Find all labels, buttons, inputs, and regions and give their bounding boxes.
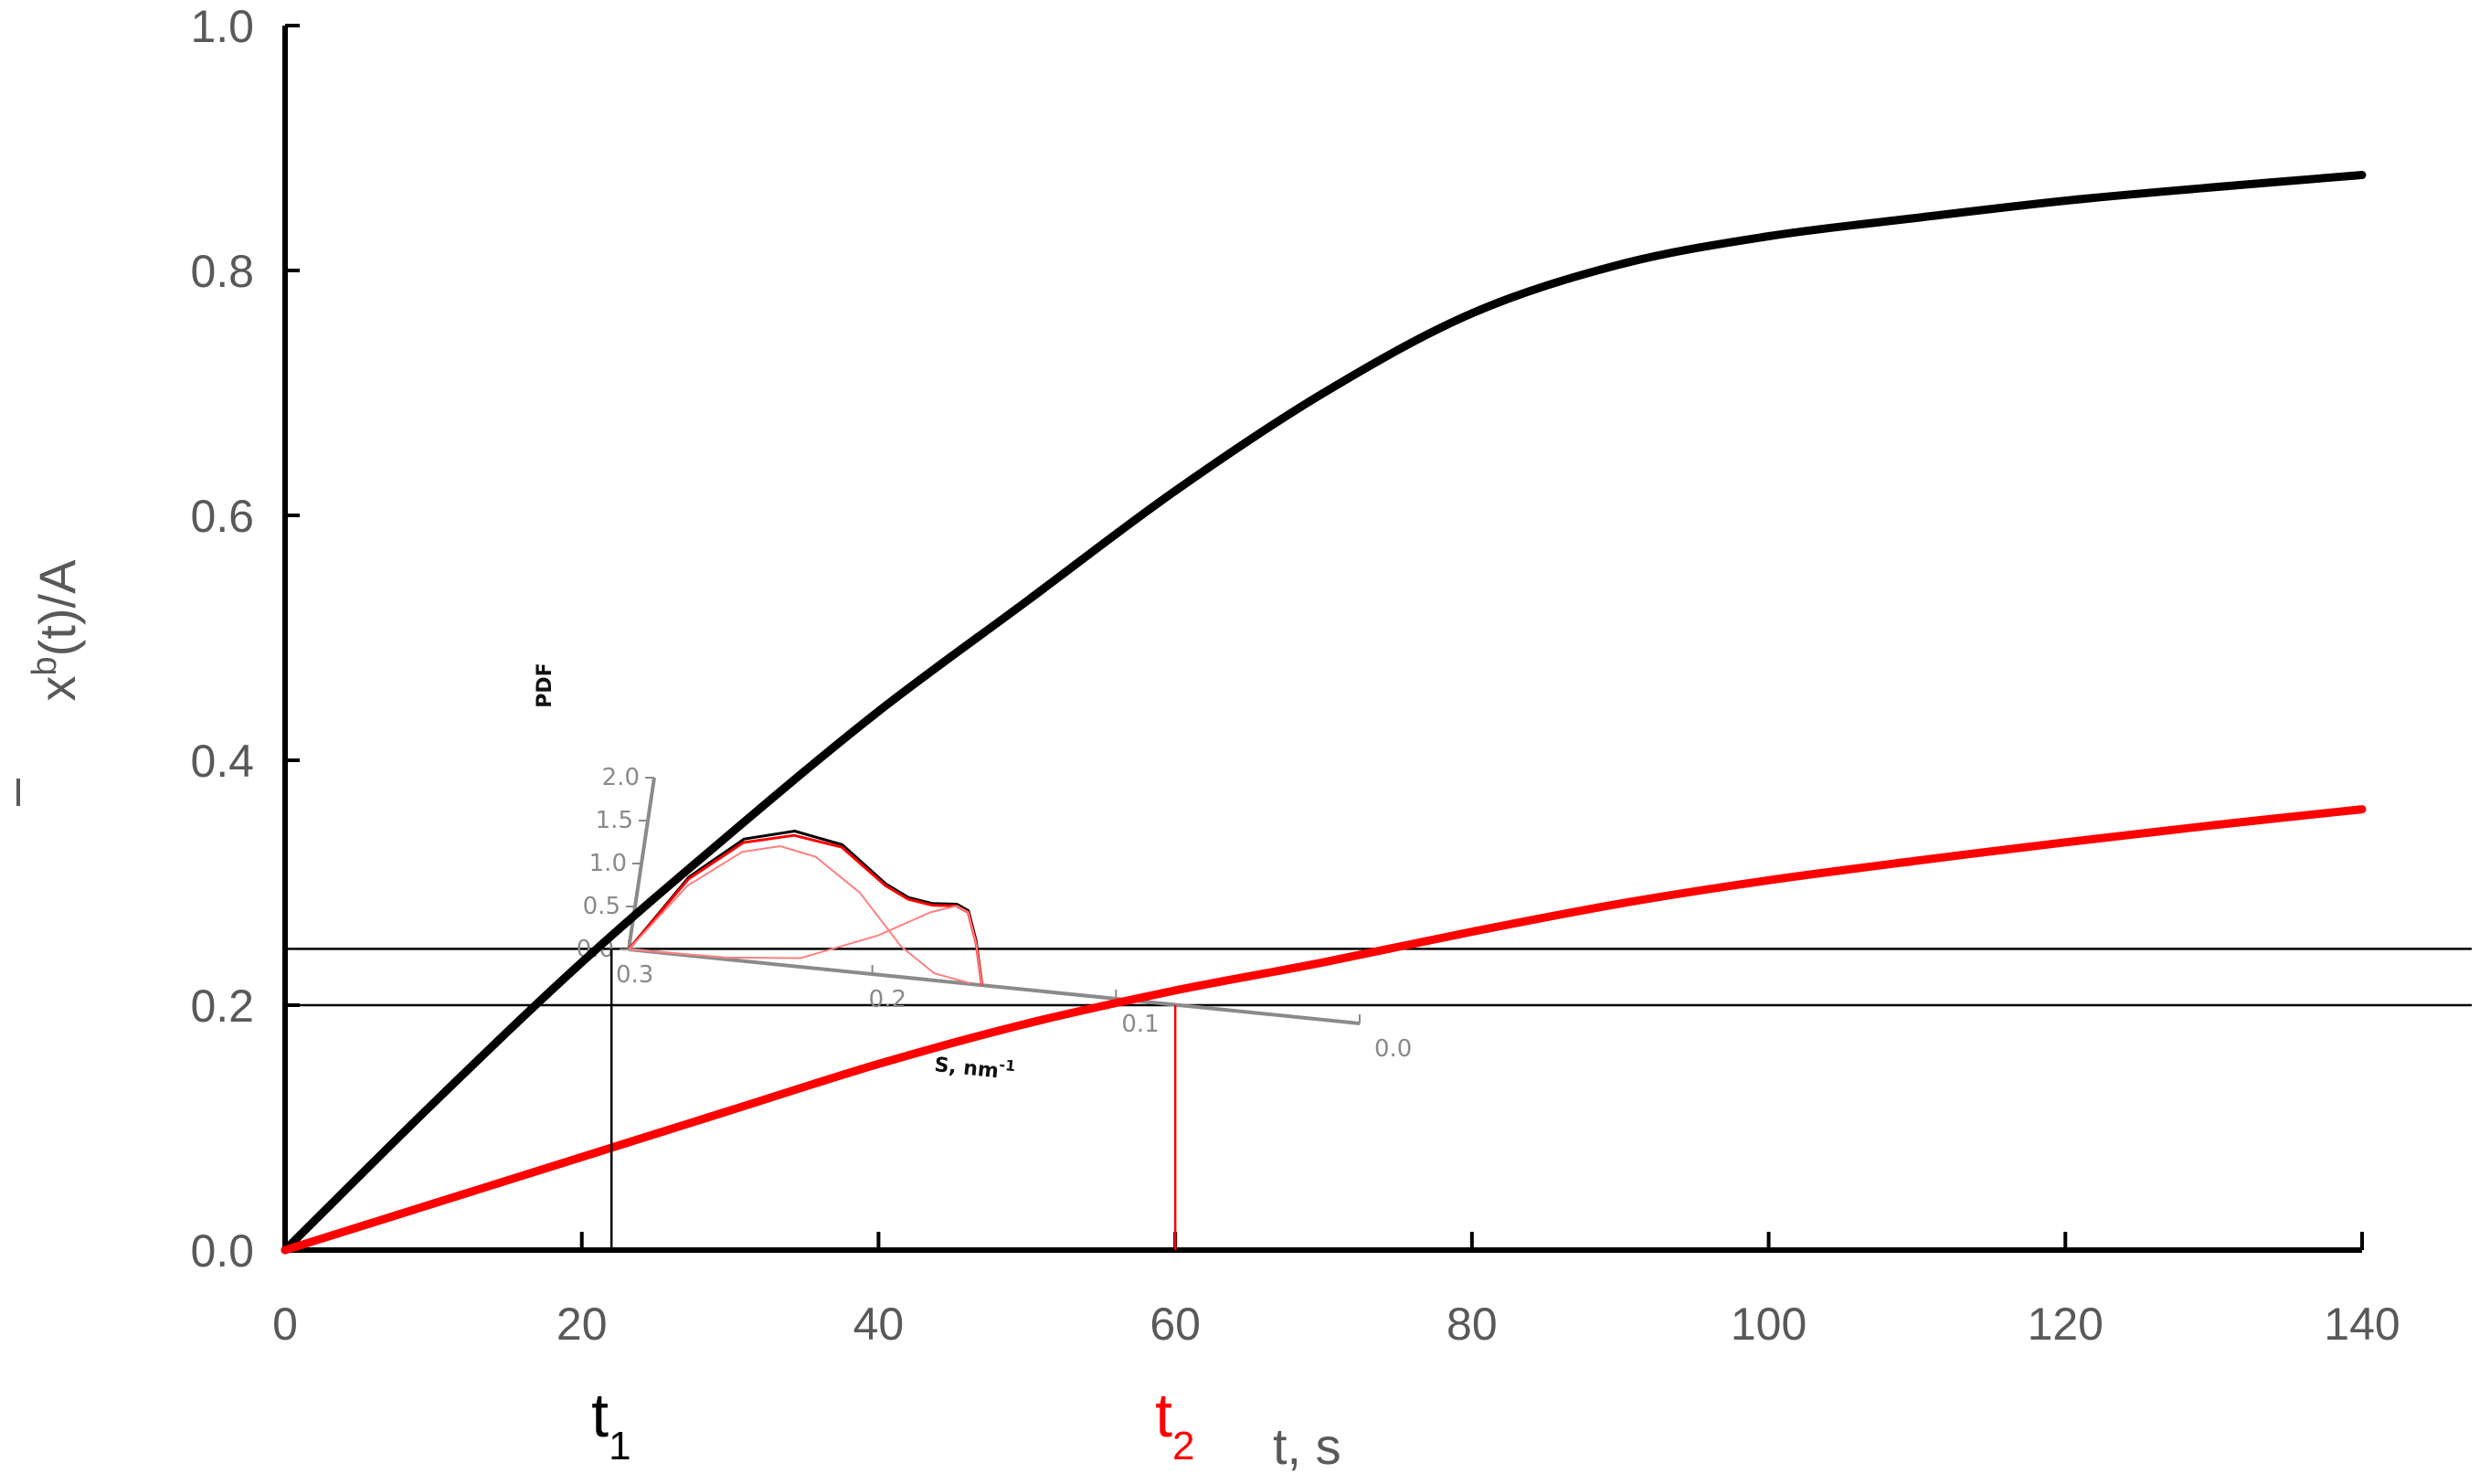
inset-x-tick-label: 0.3 <box>616 961 653 989</box>
x-tick-label: 40 <box>853 1298 905 1350</box>
x-tick-label: 0 <box>272 1298 298 1350</box>
inset-x-title: S, nm-1 <box>933 1049 1016 1086</box>
y-tick-label: 0.2 <box>190 980 254 1032</box>
x-tick-label: 100 <box>1731 1298 1807 1350</box>
y-axis-title-rest: (t)/A <box>28 559 86 656</box>
svg-text:xb(t)/A: xb(t)/A <box>26 559 86 702</box>
y-tick-label: 0.0 <box>190 1225 254 1277</box>
x-tick-label: 120 <box>2028 1298 2103 1350</box>
series-line-2 <box>281 805 2367 1255</box>
series-line-1 <box>281 171 2367 1255</box>
y-tick-label: 1.0 <box>190 1 254 52</box>
x-tick-label: 60 <box>1150 1298 1201 1350</box>
time-marker-label: t2 <box>1155 1381 1194 1468</box>
time-markers: t1 t2 <box>591 949 1195 1468</box>
time-marker-label: t1 <box>591 1381 630 1468</box>
x-axis-title: t, s <box>1273 1417 1341 1475</box>
x-tick-label: 20 <box>556 1298 608 1350</box>
inset-x-axis <box>628 948 1361 1025</box>
inset-curve-peak1 <box>628 845 970 984</box>
inset-y-tick-label: 1.0 <box>589 850 627 877</box>
axes: 0.0 0.2 0.4 0.6 0.8 1.0 0 20 40 60 80 100 120 140 <box>190 1 2400 1350</box>
inset-curve-total-red <box>627 833 984 986</box>
inset-y-title: PDF <box>534 662 556 707</box>
inset-x-tick-label: 0.1 <box>1121 1011 1159 1038</box>
y-tick-label: 0.8 <box>190 246 254 297</box>
x-tick-label: 80 <box>1446 1298 1498 1350</box>
inset-x-title-sup: -1 <box>999 1055 1017 1075</box>
time-marker-subscript: 2 <box>1172 1424 1194 1468</box>
inset-x-tick-label: 0.2 <box>869 986 906 1013</box>
time-marker-subscript: 1 <box>609 1424 630 1468</box>
y-tick-label: 0.4 <box>190 736 254 787</box>
y-axis-title: xb(t)/A <box>16 559 86 806</box>
y-tick-label: 0.6 <box>190 491 254 542</box>
x-tick-label: 140 <box>2324 1298 2400 1350</box>
inset-y-tick-label: 0.5 <box>583 893 620 920</box>
y-axis-title-sup: b <box>26 656 64 675</box>
inset-y-tick-label: 2.0 <box>602 764 640 791</box>
y-axis-title-main: x <box>28 675 86 701</box>
inset-x-tick-label: 0.0 <box>1374 1035 1412 1063</box>
series-lines <box>281 171 2367 1255</box>
inset-curve-peak2 <box>628 905 983 986</box>
inset-y-tick-label: 1.5 <box>596 807 633 834</box>
